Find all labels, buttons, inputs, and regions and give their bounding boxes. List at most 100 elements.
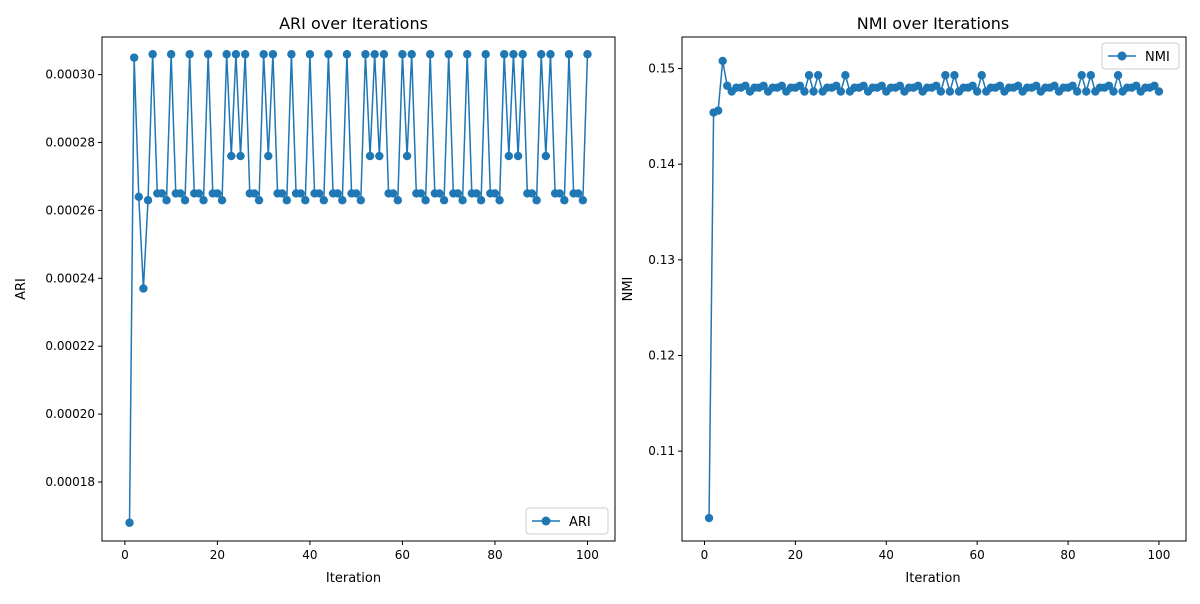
data-point	[375, 151, 384, 161]
data-point	[574, 189, 583, 198]
data-point	[231, 50, 241, 59]
y-tick-label: 0.12	[648, 348, 675, 362]
data-point	[301, 196, 310, 205]
data-point	[995, 81, 1005, 90]
y-tick-label: 0.00024	[45, 271, 95, 285]
ari-chart: ARI over Iterations 0 20 40 60 80 1000.000180…	[14, 14, 616, 586]
x-tick-label: 80	[487, 548, 502, 562]
x-tick-label: 40	[879, 548, 894, 562]
plot-area	[704, 56, 1164, 523]
data-point	[398, 50, 407, 59]
y-axis-label: NMI	[621, 277, 636, 302]
data-point	[759, 81, 768, 90]
data-point	[324, 50, 333, 59]
axes-frame	[101, 36, 616, 542]
data-point	[351, 189, 361, 198]
data-point	[1050, 81, 1059, 90]
data-point	[481, 50, 490, 59]
nmi-chart: NMI over Iterations 0 20 40 60 80 100 0.11 0.12…	[621, 14, 1187, 586]
data-point	[950, 71, 959, 80]
data-point	[287, 50, 296, 59]
data-point	[426, 50, 435, 59]
data-point	[176, 189, 185, 198]
data-point	[365, 151, 375, 161]
data-point	[1082, 87, 1091, 96]
data-point	[194, 189, 204, 198]
plot-area	[125, 50, 592, 527]
data-point	[968, 81, 977, 90]
data-point	[453, 189, 463, 198]
data-point	[932, 81, 941, 90]
data-point	[1086, 71, 1095, 80]
data-point	[166, 50, 176, 59]
x-tick-label: 60	[970, 548, 985, 562]
data-point	[458, 196, 467, 205]
data-point	[500, 50, 509, 59]
data-point	[541, 151, 551, 161]
data-point	[236, 151, 245, 161]
data-point	[203, 50, 213, 59]
data-point	[240, 50, 250, 59]
x-tick-label: 20	[210, 548, 225, 562]
data-point	[527, 189, 537, 198]
tick-group: 0 20 40 60 80 100 0.00018 0.00020 0.00022 0.00024…	[45, 68, 599, 562]
data-point	[134, 192, 143, 202]
data-point	[518, 50, 527, 59]
x-tick-label: 80	[1060, 548, 1075, 562]
data-point	[129, 53, 139, 62]
data-point	[148, 50, 157, 59]
x-axis-label: Iteration	[905, 571, 960, 586]
data-point	[913, 81, 923, 90]
data-point	[800, 87, 809, 96]
data-point	[578, 196, 588, 205]
data-point	[463, 50, 472, 59]
data-point	[718, 56, 727, 66]
data-point	[180, 196, 190, 205]
data-point	[282, 196, 291, 205]
data-point	[472, 189, 481, 198]
data-point	[416, 189, 426, 198]
y-tick-label: 0.00020	[45, 407, 95, 421]
data-point	[407, 50, 416, 59]
x-tick-label: 100	[1148, 548, 1171, 562]
data-point	[162, 196, 171, 205]
data-point	[564, 50, 574, 59]
legend: NMI	[1101, 42, 1180, 70]
data-point	[813, 71, 823, 80]
data-point	[513, 151, 523, 161]
series-line	[708, 60, 1160, 519]
data-point	[809, 87, 818, 96]
data-point	[370, 50, 379, 59]
data-point	[125, 518, 134, 527]
data-point	[338, 196, 347, 205]
data-point	[444, 50, 453, 59]
data-point	[504, 151, 514, 161]
legend-box	[525, 507, 609, 535]
data-point	[1113, 71, 1123, 80]
data-point	[537, 50, 546, 59]
legend-marker	[1117, 51, 1127, 61]
data-point	[509, 50, 518, 59]
data-point	[361, 50, 370, 59]
data-point	[1077, 71, 1086, 80]
y-tick-label: 0.00030	[45, 68, 95, 82]
data-point	[259, 50, 268, 59]
data-point	[305, 50, 315, 59]
data-point	[972, 87, 982, 96]
data-point	[490, 189, 500, 198]
y-tick-label: 0.13	[648, 253, 675, 267]
data-point	[268, 50, 278, 59]
y-axis-label: ARI	[14, 278, 29, 300]
data-point	[532, 196, 541, 205]
data-point	[859, 81, 868, 90]
y-tick-label: 0.14	[648, 157, 675, 171]
data-point	[296, 189, 305, 198]
tick-group: 0 20 40 60 80 100 0.11 0.12 0.13 0.14 0.15	[648, 62, 1170, 562]
data-point	[342, 50, 352, 59]
data-point	[435, 189, 444, 198]
data-point	[254, 196, 264, 205]
data-point	[1104, 81, 1114, 90]
data-point	[402, 151, 412, 161]
data-point	[1154, 87, 1164, 96]
data-point	[977, 71, 986, 80]
